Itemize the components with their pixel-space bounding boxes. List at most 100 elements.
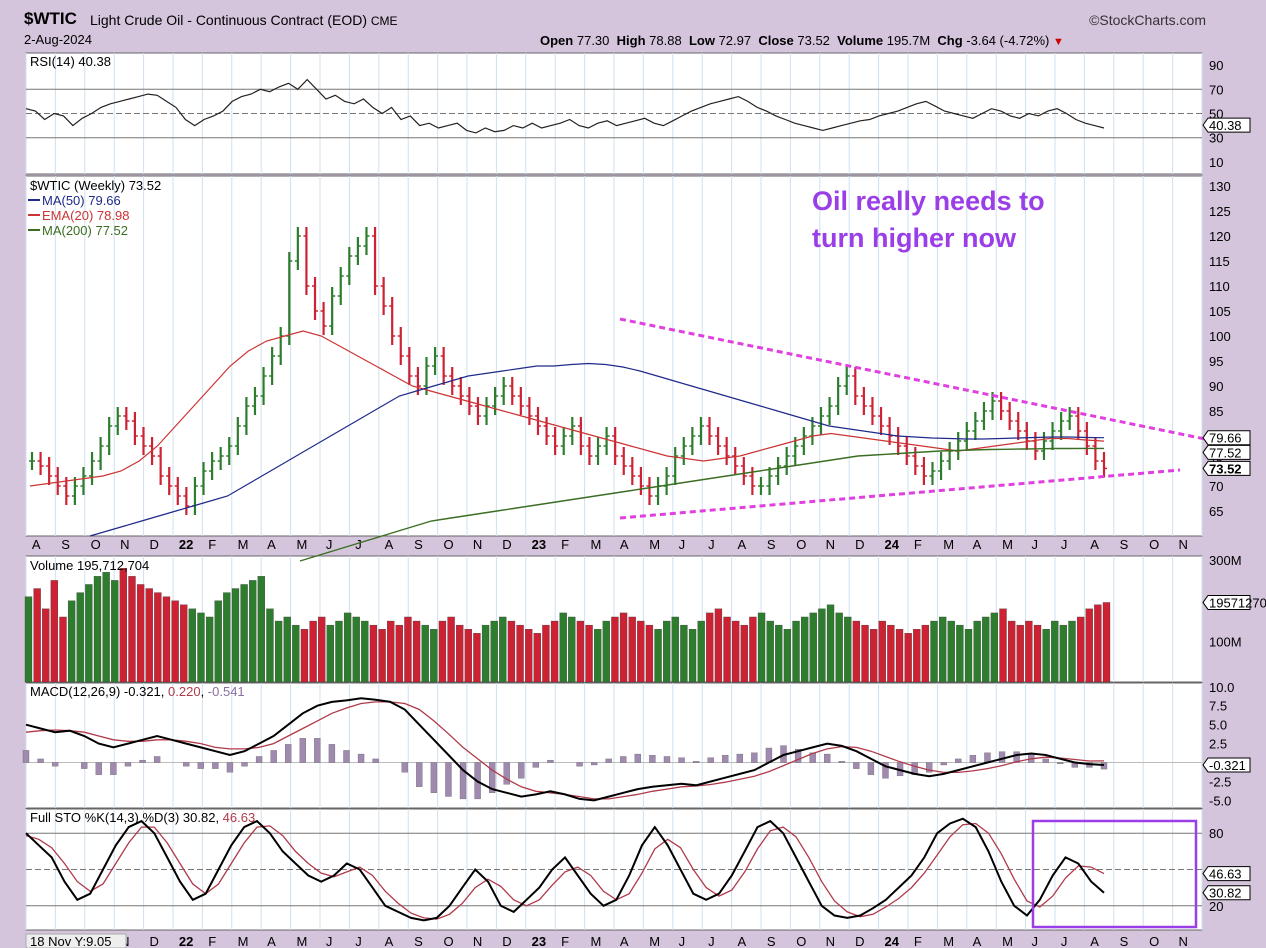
volume-bar [85, 584, 93, 683]
volume-bar [447, 616, 455, 683]
chart-header: $WTIC Light Crude Oil - Continuous Contr… [0, 0, 1266, 52]
volume-bar [231, 588, 240, 683]
volume-bar [352, 616, 360, 683]
volume-bar [861, 624, 869, 683]
close-label: Close [758, 33, 794, 48]
macd-histogram-bar [212, 762, 219, 769]
legend-entry: EMA(20) 78.98 [42, 208, 129, 223]
volume-bar [714, 608, 723, 683]
macd-last-value-box [1202, 757, 1251, 773]
macd-legend: MACD(12,26,9) -0.321, 0.220, -0.541 [30, 684, 245, 699]
x-tick-label-bottom: F [208, 934, 216, 948]
ema20-line [29, 330, 1105, 487]
volume-bar [180, 604, 188, 683]
macd-histogram-bar [1057, 762, 1064, 764]
volume-bar [481, 624, 490, 683]
volume-last-value-box [1202, 594, 1251, 610]
upper-trendline [619, 317, 1211, 442]
volume-bar [818, 608, 826, 683]
macd-histogram-bar [314, 738, 321, 763]
macd-histogram-bar [692, 761, 700, 763]
volume-bar [602, 620, 610, 683]
brand: ©StockCharts.com [1089, 12, 1206, 28]
macd-histogram-bar [416, 762, 423, 787]
macd-last-value: -0.321 [1209, 758, 1246, 773]
rsi-last-value: 40.38 [1209, 118, 1242, 133]
volume-bar [809, 612, 817, 683]
macd-histogram-bar [926, 762, 933, 773]
macd-histogram-bar [197, 762, 204, 769]
x-tick-label: A [973, 537, 982, 552]
sto-y-tick: 20 [1209, 899, 1223, 914]
macd-histogram-bar [153, 756, 161, 763]
x-tick-label: J [708, 537, 715, 552]
volume-last-value: 195712704 [1209, 595, 1266, 610]
volume-bar [801, 616, 809, 683]
volume-bar [775, 624, 783, 683]
macd-y-tick: -5.0 [1209, 793, 1231, 808]
volume-bar [507, 620, 516, 683]
volume-bar [999, 608, 1007, 683]
volume-bar [300, 629, 309, 683]
x-tick-label: O [443, 537, 453, 552]
x-tick-label: J [355, 537, 362, 552]
x-tick-label: O [796, 537, 806, 552]
x-tick-label-bottom: F [914, 934, 922, 948]
macd-histogram-bar [853, 762, 860, 769]
description-text: Light Crude Oil - Continuous Contract (E… [90, 12, 367, 28]
volume-bar [766, 620, 774, 683]
x-tick-label-bottom: 22 [179, 934, 193, 948]
volume-bar [111, 580, 119, 683]
volume-bar [550, 620, 559, 683]
macd-histogram-bar [37, 758, 44, 763]
volume-bar [119, 568, 128, 683]
x-tick-label-bottom: S [414, 934, 423, 948]
volume-bar [257, 576, 265, 683]
macd-histogram-bar [183, 762, 190, 767]
macd-histogram-bar [503, 762, 510, 785]
sto-k-last-value: 30.82 [1209, 886, 1242, 901]
x-tick-label-bottom: N [473, 934, 482, 948]
volume-bar [1068, 620, 1076, 683]
volume-bar [870, 629, 878, 683]
ma200-line [299, 447, 1104, 562]
volume-bar [740, 624, 748, 683]
volume-bar [706, 612, 714, 683]
x-tick-label-bottom: A [973, 934, 982, 948]
volume-bar [128, 576, 136, 683]
price-y-tick: 85 [1209, 404, 1223, 419]
volume-bar [266, 608, 274, 683]
macd-histogram-bar [634, 753, 641, 763]
x-tick-label-bottom: M [296, 934, 307, 948]
volume-bar [525, 629, 533, 683]
volume-bar [887, 624, 895, 683]
macd-histogram-bar [998, 751, 1006, 763]
volume-y-tick: 100M [1209, 634, 1242, 649]
macd-histogram-bar [459, 762, 467, 800]
macd-histogram-bar [110, 762, 117, 775]
sto-d-last-value: 46.63 [1209, 867, 1242, 882]
rsi-line [25, 78, 1105, 134]
volume-bar [964, 629, 973, 683]
chg-value: -3.64 (-4.72%) [966, 33, 1050, 48]
rsi-y-tick: 90 [1209, 58, 1223, 73]
macd-y-tick: 2.5 [1209, 737, 1227, 752]
cursor-readout-box [25, 933, 127, 948]
open-label: Open [540, 33, 574, 48]
sto-legend-d: 46.63 [223, 810, 256, 825]
volume-bar [757, 612, 766, 683]
x-tick-label: M [238, 537, 249, 552]
x-tick-label: F [914, 537, 922, 552]
rsi-last-value-box [1202, 117, 1251, 133]
price-y-tick: 70 [1209, 479, 1223, 494]
macd-histogram-bar [95, 762, 102, 775]
rsi-legend: RSI(14) 40.38 [30, 54, 111, 69]
volume-bar [464, 629, 472, 683]
volume-bar [852, 620, 861, 683]
volume-bar [1094, 604, 1102, 683]
macd-histogram-bar [1013, 751, 1020, 763]
macd-legend-hist: -0.541 [208, 684, 245, 699]
volume-bar [490, 620, 498, 683]
volume-bar [956, 624, 964, 683]
